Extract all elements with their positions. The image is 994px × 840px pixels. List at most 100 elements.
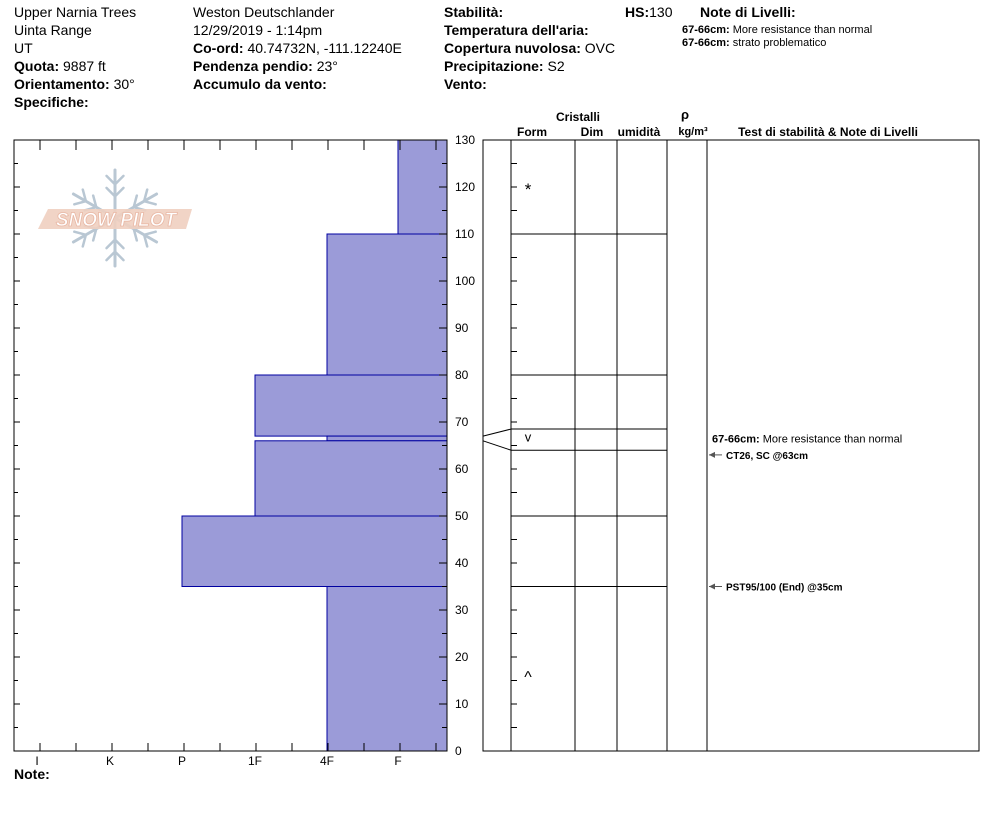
snowflake-branch bbox=[142, 199, 157, 206]
density-unit-header: kg/m³ bbox=[678, 126, 708, 138]
stability-header: Test di stabilità & Note di Livelli bbox=[738, 125, 918, 139]
hardness-label-1F: 1F bbox=[248, 754, 262, 768]
precip-label: Precipitazione: bbox=[444, 58, 544, 74]
height-tick-label: 110 bbox=[455, 227, 474, 241]
snowflake-branch bbox=[105, 238, 117, 250]
size-header: Dim bbox=[581, 125, 604, 139]
snowflake-branch bbox=[113, 250, 125, 262]
crystal-grid-frame bbox=[482, 139, 980, 752]
hs-value: 130 bbox=[649, 4, 673, 20]
layer-note-1: 67-66cm: More resistance than normal bbox=[682, 24, 872, 37]
crystal-symbol-v: v bbox=[525, 429, 532, 444]
aspect-value: 30° bbox=[113, 76, 135, 92]
crystal-grid: Cristalli Form Dim umidità ρ kg/m³ Test di sta… bbox=[482, 107, 918, 751]
hardness-axis: I K P 1F 4F F bbox=[35, 140, 437, 768]
height-tick-label: 60 bbox=[455, 462, 469, 476]
precip-value: S2 bbox=[547, 58, 565, 74]
hardness-label-P: P bbox=[178, 754, 186, 768]
layer-note-2: 67-66cm: strato problematico bbox=[682, 37, 826, 50]
stability-notes: 67-66cm: More resistance than normal CT26… bbox=[709, 433, 902, 594]
hardness-bar-35-0 bbox=[326, 586, 448, 752]
hardness-bar-110-80 bbox=[326, 233, 448, 376]
snowflake-branch bbox=[81, 233, 88, 248]
crystal-symbol-caret: ^ bbox=[524, 669, 532, 686]
snowflake-branch bbox=[132, 194, 139, 209]
hs-label: HS: bbox=[625, 4, 650, 20]
hardness-bars bbox=[181, 139, 448, 752]
snowflake-branch bbox=[142, 188, 149, 203]
slope-label: Pendenza pendio: bbox=[193, 58, 313, 74]
layer-note-range: 67-66cm: bbox=[682, 24, 730, 36]
crystals-header: Cristalli bbox=[556, 110, 600, 124]
observer-name: Weston Deutschlander bbox=[193, 4, 335, 20]
elevation-value: 9887 ft bbox=[63, 58, 106, 74]
hardness-bar-130-110 bbox=[397, 139, 448, 235]
slope-value: 23° bbox=[316, 58, 338, 74]
height-tick-label: 30 bbox=[455, 603, 469, 617]
logo-banner bbox=[38, 209, 192, 229]
stability-note: PST95/100 (End) @35cm bbox=[726, 583, 843, 594]
layer-note-text: More resistance than normal bbox=[732, 24, 873, 36]
wind-loading-label: Accumulo da vento: bbox=[193, 76, 327, 92]
height-tick-label: 120 bbox=[455, 180, 475, 194]
snowflake-branch bbox=[113, 238, 125, 250]
snowflake-branch bbox=[142, 233, 149, 248]
snowflake-branch bbox=[81, 188, 88, 203]
sky-value: OVC bbox=[584, 40, 616, 56]
moisture-header: umidità bbox=[618, 125, 661, 139]
coord-label: Co-ord: bbox=[193, 40, 244, 56]
crystal-symbol-star: * bbox=[525, 180, 532, 199]
snowpilot-logo: SNOW PILOT bbox=[38, 168, 192, 268]
density-symbol-header: ρ bbox=[681, 107, 689, 122]
snowflake-branch bbox=[113, 174, 125, 186]
snowflake-branch bbox=[142, 230, 157, 237]
height-tick-label: 0 bbox=[455, 744, 462, 758]
snow-height: HS:130 bbox=[625, 4, 672, 20]
date-time: 12/29/2019 - 1:14pm bbox=[193, 22, 323, 38]
height-tick-label: 20 bbox=[455, 650, 469, 664]
sky-cover: Copertura nuvolosa: OVC bbox=[444, 40, 615, 56]
snowflake-branch bbox=[91, 194, 98, 209]
layer-note-range: 67-66cm: bbox=[712, 433, 760, 445]
hardness-label-K: K bbox=[106, 754, 114, 768]
elevation-label: Quota: bbox=[14, 58, 60, 74]
height-tick-label: 40 bbox=[455, 556, 469, 570]
snowflake-branch bbox=[73, 199, 88, 206]
height-tick-label: 100 bbox=[455, 274, 475, 288]
note-arrow-head bbox=[709, 583, 715, 590]
logo-wordmark: SNOW PILOT bbox=[56, 210, 178, 231]
hardness-label-I: I bbox=[35, 754, 38, 768]
coord-value: 40.74732N, -111.12240E bbox=[247, 40, 402, 56]
hardness-bar-50-35 bbox=[181, 515, 448, 587]
connector-66 bbox=[482, 440, 512, 451]
specifics-label: Specifiche: bbox=[14, 94, 89, 110]
snowflake-branch bbox=[105, 250, 117, 262]
layer-notes-label: Note di Livelli: bbox=[700, 4, 796, 20]
layer-note-text: strato problematico bbox=[732, 37, 827, 49]
elevation: Quota: 9887 ft bbox=[14, 58, 106, 74]
height-tick-label: 70 bbox=[455, 415, 469, 429]
stability-note: CT26, SC @63cm bbox=[726, 451, 808, 462]
sky-label: Copertura nuvolosa: bbox=[444, 40, 581, 56]
stability-label: Stabilità: bbox=[444, 4, 504, 20]
air-temp-label: Temperatura dell'aria: bbox=[444, 22, 589, 38]
layer-note: 67-66cm: More resistance than normal bbox=[712, 433, 902, 445]
snowflake-branch bbox=[73, 230, 88, 237]
location-name: Upper Narnia Trees bbox=[14, 4, 137, 20]
aspect-label: Orientamento: bbox=[14, 76, 110, 92]
height-tick-label: 90 bbox=[455, 321, 469, 335]
wind-label: Vento: bbox=[444, 76, 487, 92]
form-header: Form bbox=[517, 125, 547, 139]
snowflake-branch bbox=[132, 227, 139, 242]
aspect: Orientamento: 30° bbox=[14, 76, 135, 92]
state-name: UT bbox=[14, 40, 33, 56]
height-tick-label: 80 bbox=[455, 368, 469, 382]
range-name: Uinta Range bbox=[14, 22, 92, 38]
hardness-label-F: F bbox=[394, 754, 401, 768]
layer-note-text: More resistance than normal bbox=[760, 433, 902, 445]
height-tick-label: 50 bbox=[455, 509, 469, 523]
coordinates: Co-ord: 40.74732N, -111.12240E bbox=[193, 40, 402, 56]
hardness-label-4F: 4F bbox=[320, 754, 334, 768]
hardness-bar-80-67 bbox=[254, 374, 448, 437]
